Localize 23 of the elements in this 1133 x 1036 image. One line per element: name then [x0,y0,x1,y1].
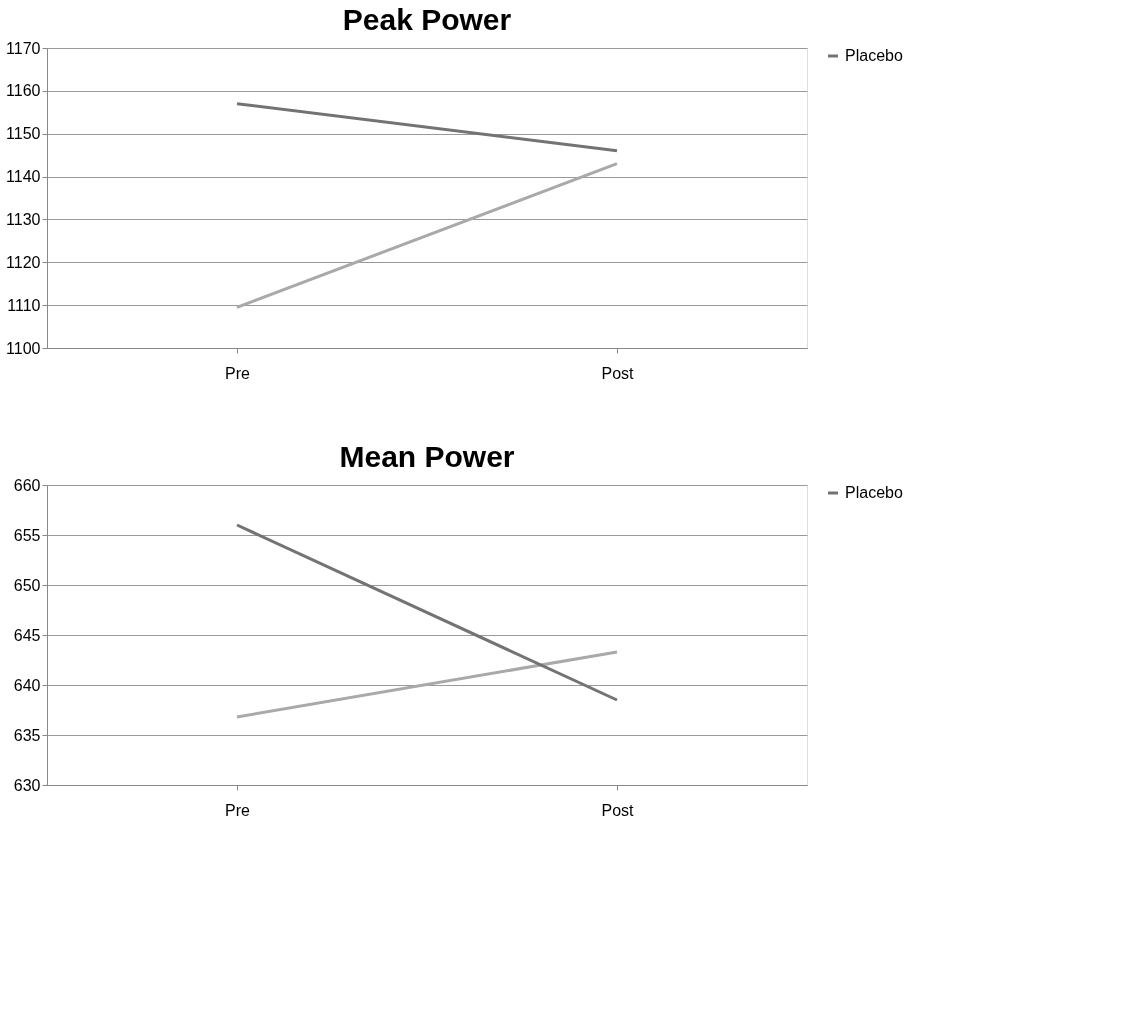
y-tick-label: 650 [13,576,41,594]
y-tick-label: 655 [13,526,41,544]
chart-title: Mean Power [339,440,515,473]
y-tick-label: 1130 [6,210,41,228]
y-tick-label: 630 [13,776,41,794]
x-tick-label: Post [601,801,635,819]
y-tick-label: 1160 [6,82,41,100]
chart-title: Peak Power [342,3,512,36]
y-tick-label: 1110 [7,296,41,314]
legend-label: Placebo [845,47,903,64]
y-tick-label: 635 [13,726,41,744]
y-tick-label: 1140 [6,168,41,186]
y-tick-label: 1170 [6,39,41,57]
x-tick-label: Post [601,364,635,382]
y-tick-label: 1120 [6,253,41,271]
y-tick-label: 1150 [6,125,41,143]
y-tick-label: 660 [13,476,41,494]
y-tick-label: 645 [13,626,41,644]
y-tick-label: 640 [13,676,41,694]
y-tick-label: 1100 [6,339,41,357]
x-tick-label: Pre [225,364,251,382]
x-tick-label: Pre [225,801,251,819]
legend-label: Placebo [845,484,903,501]
